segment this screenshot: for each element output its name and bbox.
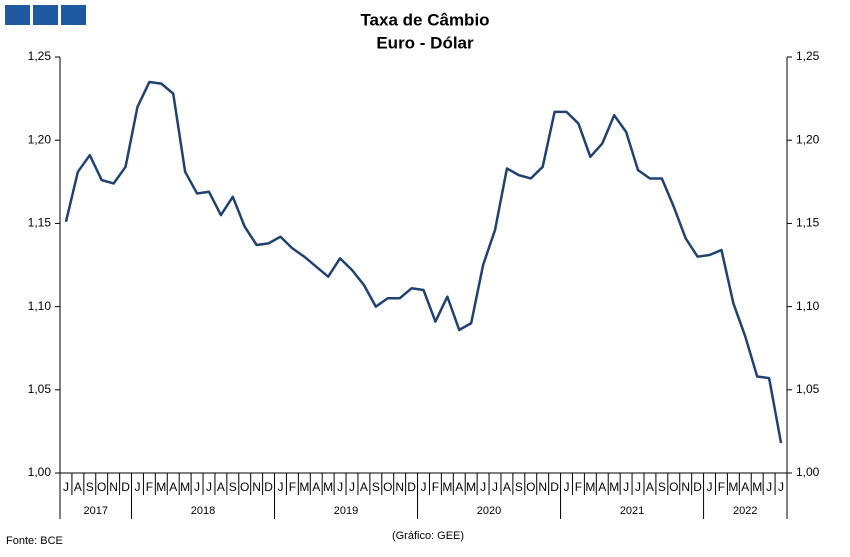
group-label: 2020 <box>477 505 501 517</box>
y-tick-label: 1,00 <box>28 465 52 479</box>
x-tick-label: M <box>156 480 166 494</box>
x-tick-label: S <box>372 480 380 494</box>
x-tick-label: D <box>407 480 416 494</box>
x-tick-label: D <box>550 480 559 494</box>
x-tick-label: S <box>86 480 94 494</box>
x-tick-label: J <box>206 480 212 494</box>
x-tick-label: O <box>669 480 678 494</box>
x-tick-label: N <box>252 480 261 494</box>
logo-block <box>33 5 58 25</box>
x-tick-label: F <box>146 480 153 494</box>
x-tick-label: D <box>121 480 130 494</box>
x-tick-label: A <box>360 480 368 494</box>
x-tick-label: F <box>289 480 296 494</box>
group-label: 2021 <box>620 505 644 517</box>
y-tick-label: 1,15 <box>28 216 52 230</box>
y2-tick-label: 1,25 <box>796 49 820 63</box>
x-tick-label: M <box>180 480 190 494</box>
y-tick-label: 1,10 <box>28 299 52 313</box>
y2-tick-label: 1,20 <box>796 132 820 146</box>
x-tick-label: J <box>349 480 355 494</box>
x-tick-label: J <box>492 480 498 494</box>
group-label: 2019 <box>334 505 358 517</box>
x-tick-label: J <box>277 480 283 494</box>
x-tick-label: J <box>63 480 69 494</box>
x-tick-label: J <box>337 480 343 494</box>
x-tick-label: F <box>432 480 439 494</box>
x-tick-label: S <box>515 480 523 494</box>
x-tick-label: A <box>455 480 463 494</box>
x-tick-label: M <box>323 480 333 494</box>
x-tick-label: F <box>575 480 582 494</box>
logo-block <box>61 5 86 25</box>
x-tick-label: A <box>503 480 511 494</box>
x-tick-label: N <box>538 480 547 494</box>
note: (Gráfico: GEE) <box>392 530 464 542</box>
x-tick-label: A <box>598 480 606 494</box>
x-tick-label: M <box>466 480 476 494</box>
x-tick-label: O <box>383 480 392 494</box>
x-tick-label: A <box>741 480 749 494</box>
x-tick-label: N <box>109 480 118 494</box>
x-tick-label: M <box>442 480 452 494</box>
x-tick-label: J <box>778 480 784 494</box>
logo-block <box>5 5 30 25</box>
y-tick-label: 1,25 <box>28 49 52 63</box>
x-tick-label: J <box>766 480 772 494</box>
x-tick-label: S <box>229 480 237 494</box>
x-tick-label: M <box>299 480 309 494</box>
chart-title: Taxa de Câmbio <box>360 10 489 29</box>
x-tick-label: S <box>658 480 666 494</box>
x-tick-label: J <box>635 480 641 494</box>
y2-tick-label: 1,10 <box>796 299 820 313</box>
y2-tick-label: 1,00 <box>796 465 820 479</box>
chart-title: Euro - Dólar <box>376 33 474 52</box>
x-tick-label: D <box>264 480 273 494</box>
x-tick-label: O <box>526 480 535 494</box>
source: Fonte: BCE <box>6 535 63 547</box>
x-tick-label: J <box>134 480 140 494</box>
x-tick-label: M <box>728 480 738 494</box>
x-tick-label: O <box>240 480 249 494</box>
x-tick-label: A <box>169 480 177 494</box>
y-tick-label: 1,05 <box>28 382 52 396</box>
group-label: 2017 <box>84 505 108 517</box>
x-tick-label: J <box>623 480 629 494</box>
group-label: 2022 <box>733 505 757 517</box>
x-tick-label: A <box>312 480 320 494</box>
x-tick-label: O <box>97 480 106 494</box>
x-tick-label: M <box>609 480 619 494</box>
x-tick-label: J <box>480 480 486 494</box>
x-tick-label: F <box>718 480 725 494</box>
x-tick-label: J <box>421 480 427 494</box>
x-tick-label: J <box>564 480 570 494</box>
group-label: 2018 <box>191 505 215 517</box>
y2-tick-label: 1,15 <box>796 216 820 230</box>
y-tick-label: 1,20 <box>28 132 52 146</box>
x-tick-label: A <box>74 480 82 494</box>
x-tick-label: A <box>646 480 654 494</box>
x-tick-label: N <box>395 480 404 494</box>
x-tick-label: N <box>681 480 690 494</box>
x-tick-label: A <box>217 480 225 494</box>
x-tick-label: J <box>194 480 200 494</box>
line-series <box>64 80 783 444</box>
x-tick-label: J <box>707 480 713 494</box>
x-tick-label: D <box>693 480 702 494</box>
x-tick-label: M <box>752 480 762 494</box>
x-tick-label: M <box>585 480 595 494</box>
y2-tick-label: 1,05 <box>796 382 820 396</box>
